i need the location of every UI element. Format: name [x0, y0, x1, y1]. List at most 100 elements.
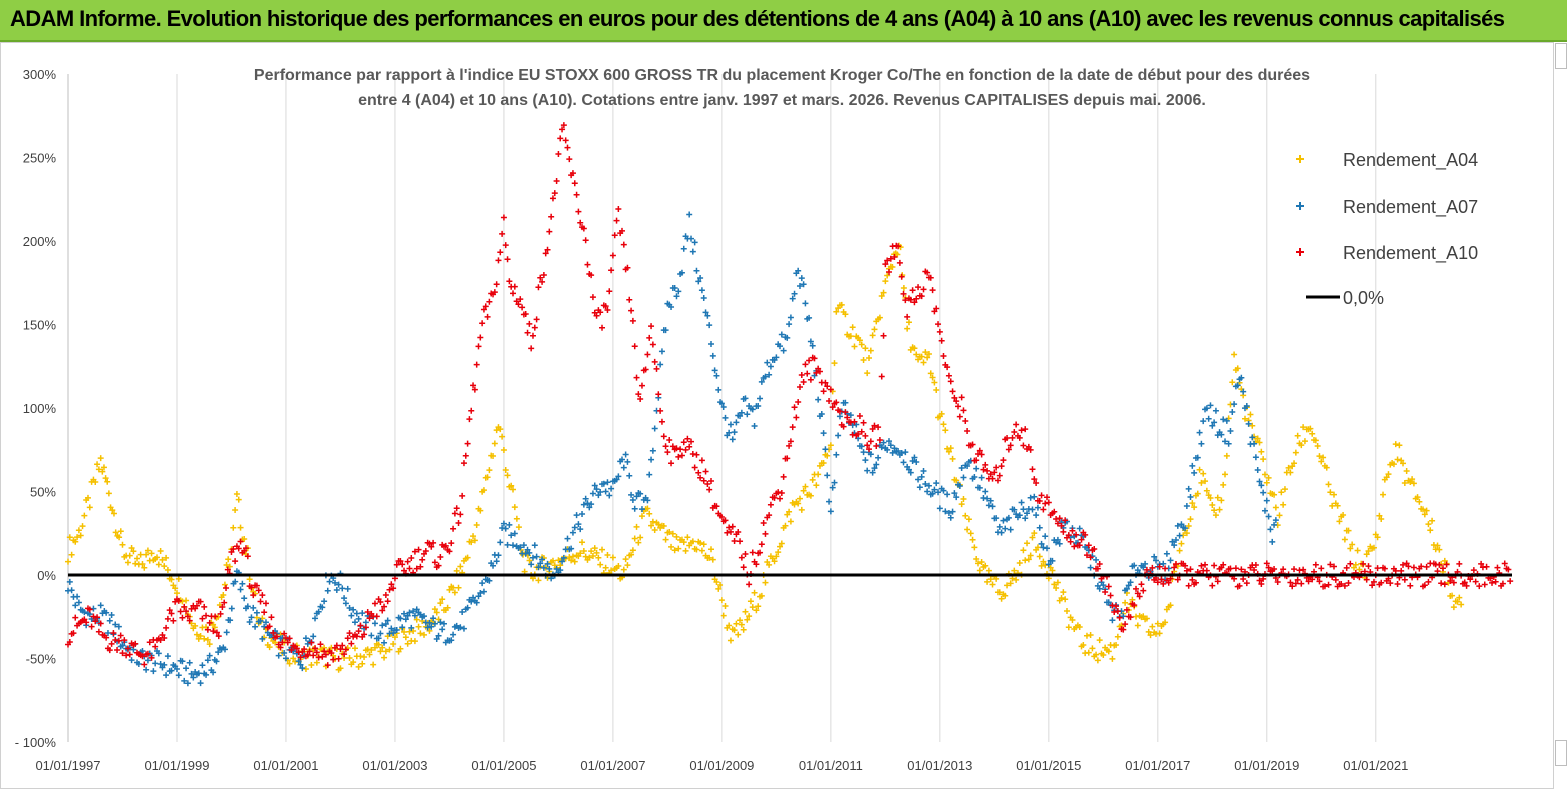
data-point-rendement_a07 [789, 295, 796, 302]
data-point-rendement_a10 [482, 303, 489, 310]
data-point-rendement_a07 [960, 474, 967, 481]
data-point-rendement_a04 [1065, 624, 1072, 631]
data-point-rendement_a07 [1258, 482, 1265, 489]
data-point-rendement_a04 [782, 522, 789, 529]
data-point-rendement_a04 [117, 528, 124, 535]
data-point-rendement_a07 [1271, 521, 1278, 528]
data-point-rendement_a10 [1405, 563, 1412, 570]
data-point-rendement_a10 [261, 609, 268, 616]
data-point-rendement_a10 [371, 600, 378, 607]
data-point-rendement_a10 [1016, 434, 1023, 441]
data-point-rendement_a10 [849, 431, 856, 438]
data-point-rendement_a04 [1271, 491, 1278, 498]
data-point-rendement_a07 [704, 312, 711, 319]
data-point-rendement_a07 [762, 373, 769, 380]
data-point-rendement_a07 [332, 579, 339, 586]
data-point-rendement_a04 [666, 528, 673, 535]
data-point-rendement_a07 [1240, 388, 1247, 395]
y-tick-label: 250% [23, 151, 57, 166]
data-point-rendement_a07 [183, 665, 190, 672]
data-point-rendement_a07 [749, 406, 756, 413]
data-point-rendement_a10 [415, 546, 422, 553]
data-point-rendement_a04 [1409, 476, 1416, 483]
data-point-rendement_a10 [1494, 564, 1501, 571]
data-point-rendement_a04 [707, 546, 714, 553]
data-point-rendement_a07 [433, 635, 440, 642]
data-point-rendement_a04 [698, 547, 705, 554]
data-point-rendement_a07 [964, 462, 971, 469]
data-point-rendement_a07 [626, 472, 633, 479]
data-point-rendement_a04 [302, 666, 309, 673]
chart-resize-handle-bottom[interactable] [1555, 740, 1567, 766]
data-point-rendement_a07 [275, 652, 282, 659]
data-point-rendement_a07 [900, 459, 907, 466]
data-point-rendement_a04 [1292, 449, 1299, 456]
data-point-rendement_a04 [1410, 480, 1417, 487]
chart-resize-handle-top[interactable] [1555, 43, 1567, 69]
data-point-rendement_a10 [1013, 421, 1020, 428]
data-point-rendement_a07 [295, 658, 302, 665]
data-point-rendement_a07 [631, 505, 638, 512]
data-point-rendement_a04 [457, 563, 464, 570]
data-point-rendement_a07 [348, 612, 355, 619]
data-point-rendement_a10 [885, 268, 892, 275]
data-point-rendement_a10 [1231, 575, 1238, 582]
data-point-rendement_a04 [1049, 567, 1056, 574]
data-point-rendement_a07 [602, 488, 609, 495]
data-point-rendement_a07 [860, 449, 867, 456]
data-point-rendement_a04 [1278, 489, 1285, 496]
data-point-rendement_a10 [164, 615, 171, 622]
data-point-rendement_a10 [95, 628, 102, 635]
data-point-rendement_a10 [608, 267, 615, 274]
data-point-rendement_a10 [938, 337, 945, 344]
data-point-rendement_a04 [953, 477, 960, 484]
data-point-rendement_a04 [206, 641, 213, 648]
data-point-rendement_a10 [386, 586, 393, 593]
data-point-rendement_a07 [520, 542, 527, 549]
data-point-rendement_a04 [609, 554, 616, 561]
data-point-rendement_a04 [1094, 657, 1101, 664]
data-point-rendement_a10 [1116, 614, 1123, 621]
x-tick-label: 01/01/1997 [35, 758, 100, 773]
data-point-rendement_a10 [737, 538, 744, 545]
data-point-rendement_a07 [878, 444, 885, 451]
data-point-rendement_a07 [673, 293, 680, 300]
data-point-rendement_a07 [408, 624, 415, 631]
data-point-rendement_a10 [973, 457, 980, 464]
data-point-rendement_a10 [673, 445, 680, 452]
data-point-rendement_a10 [328, 649, 335, 656]
data-point-rendement_a07 [786, 321, 793, 328]
data-point-rendement_a07 [173, 666, 180, 673]
data-point-rendement_a10 [651, 358, 658, 365]
data-point-rendement_a04 [86, 504, 93, 511]
data-point-rendement_a04 [65, 558, 71, 565]
data-point-rendement_a10 [1029, 466, 1036, 473]
data-point-rendement_a10 [927, 274, 934, 281]
data-point-rendement_a10 [144, 650, 151, 657]
data-point-rendement_a10 [1062, 517, 1069, 524]
data-point-rendement_a10 [1325, 581, 1332, 588]
data-point-rendement_a04 [849, 324, 856, 331]
data-point-rendement_a07 [911, 454, 918, 461]
data-point-rendement_a10 [257, 598, 264, 605]
data-point-rendement_a04 [973, 556, 980, 562]
data-point-rendement_a07 [535, 564, 542, 571]
data-point-rendement_a04 [922, 349, 929, 356]
data-point-rendement_a04 [1214, 494, 1221, 501]
y-tick-label: 100% [23, 401, 57, 416]
data-point-rendement_a10 [346, 630, 353, 637]
data-point-rendement_a10 [804, 370, 811, 377]
data-point-rendement_a04 [940, 421, 947, 428]
data-point-rendement_a04 [508, 482, 515, 489]
data-point-rendement_a10 [322, 651, 329, 658]
data-point-rendement_a10 [628, 307, 635, 314]
data-point-rendement_a07 [624, 458, 631, 465]
data-point-rendement_a10 [1165, 579, 1172, 586]
data-point-rendement_a07 [693, 267, 700, 274]
data-point-rendement_a10 [1441, 581, 1448, 588]
data-point-rendement_a04 [105, 490, 112, 497]
data-point-rendement_a04 [579, 539, 586, 546]
data-point-rendement_a07 [353, 610, 360, 617]
data-point-rendement_a07 [737, 413, 744, 420]
data-point-rendement_a04 [175, 575, 182, 582]
